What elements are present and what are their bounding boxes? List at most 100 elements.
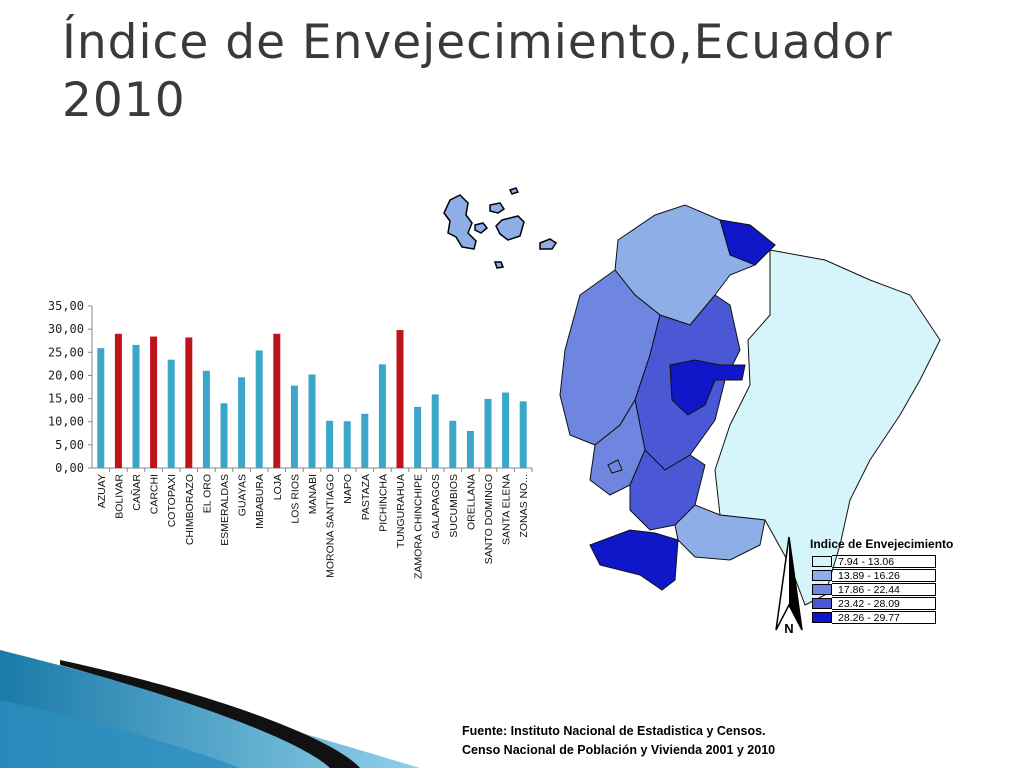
y-tick-label: 10,00 <box>48 415 84 429</box>
north-arrow-icon: N <box>775 536 803 635</box>
bar <box>114 333 122 468</box>
bar <box>502 392 510 468</box>
legend-item: 28.26 - 29.77 <box>812 610 936 624</box>
tungurahua-region <box>669 359 746 416</box>
x-tick-label: SANTO DOMINGO <box>483 474 495 564</box>
y-tick-label: 35,00 <box>48 299 84 313</box>
map-legend: 7.94 - 13.06 13.89 - 16.26 17.86 - 22.44… <box>812 554 936 624</box>
pinta-island <box>508 187 520 195</box>
y-tick-label: 30,00 <box>48 322 84 336</box>
gulf-island <box>607 459 623 474</box>
map-legend-title: Indice de Envejecimiento <box>810 537 954 551</box>
south-region <box>629 449 706 531</box>
carchi-region <box>719 219 776 266</box>
santiago-island <box>489 202 506 214</box>
legend-swatch <box>812 555 832 567</box>
x-tick-label: MANABI <box>307 474 319 514</box>
bar <box>431 394 439 468</box>
legend-item: 13.89 - 16.26 <box>812 568 936 582</box>
bar <box>97 348 105 468</box>
legend-swatch <box>812 583 832 595</box>
x-tick-label: BOLIVAR <box>113 474 125 519</box>
source-note: Fuente: Instituto Nacional de Estadistic… <box>462 722 775 760</box>
bar <box>220 403 228 468</box>
x-tick-label: ORELLANA <box>465 474 477 530</box>
bar <box>343 421 351 468</box>
legend-swatch <box>812 569 832 581</box>
floreana-island <box>493 261 505 269</box>
x-tick-label: CHIMBORAZO <box>184 474 196 545</box>
x-tick-label: ZONAS NO... <box>518 474 530 538</box>
y-tick-label: 5,00 <box>55 438 84 452</box>
source-line-1: Fuente: Instituto Nacional de Estadistic… <box>462 724 766 738</box>
x-tick-label: ESMERALDAS <box>219 474 231 546</box>
bar-chart-svg: 0,00 5,00 10,00 15,00 20,00 25,00 30,00 35,00 AZ… <box>48 299 533 579</box>
bar <box>449 420 457 468</box>
x-tick-label: MORONA SANTIAGO <box>325 474 337 578</box>
slide-title: Índice de Envejecimiento,Ecuador 2010 <box>62 15 893 128</box>
bar <box>150 336 158 468</box>
x-tick-label: CARCHI <box>149 474 161 514</box>
bar-chart: 0,00 5,00 10,00 15,00 20,00 25,00 30,00 35,00 AZ… <box>30 292 540 592</box>
bar <box>326 420 334 468</box>
zamora-region <box>674 504 766 561</box>
decorative-corner-swoosh <box>0 650 420 768</box>
bar <box>167 359 175 468</box>
bar <box>185 337 193 468</box>
y-tick-label: 15,00 <box>48 392 84 406</box>
bar <box>378 364 386 468</box>
santa-cruz-island <box>474 222 489 234</box>
legend-item: 17.86 - 22.44 <box>812 582 936 596</box>
x-tick-label: ZAMORA CHINCHIPE <box>413 474 425 579</box>
bar <box>519 401 527 468</box>
x-tick-label: SANTA ELENA <box>501 474 513 545</box>
bar <box>308 374 316 468</box>
x-tick-label: TUNGURAHUA <box>395 474 407 548</box>
y-tick-label: 20,00 <box>48 368 84 382</box>
santa-cruz-island-2 <box>495 215 525 241</box>
x-tick-label: SUCUMBIOS <box>448 474 460 538</box>
bar <box>238 377 246 468</box>
legend-swatch <box>812 597 832 609</box>
y-tick-label: 0,00 <box>55 461 84 475</box>
amazon-east-region <box>714 249 941 606</box>
legend-label: 17.86 - 22.44 <box>832 582 936 596</box>
x-tick-label: AZUAY <box>96 474 108 508</box>
x-tick-label: NAPO <box>342 474 354 504</box>
bar <box>132 344 140 468</box>
x-tick-label: EL ORO <box>201 474 213 513</box>
isabela-island <box>443 194 477 250</box>
x-tick-label: LOS RIOS <box>289 474 301 524</box>
north-label: N <box>784 621 793 635</box>
x-tick-label: CAÑAR <box>130 474 143 511</box>
bar <box>484 399 492 468</box>
san-cristobal-island <box>539 238 558 250</box>
y-tick-label: 25,00 <box>48 345 84 359</box>
x-tick-label: GALAPAGOS <box>430 474 442 539</box>
bar <box>396 330 404 468</box>
x-tick-label: LOJA <box>272 474 284 500</box>
legend-item: 23.42 - 28.09 <box>812 596 936 610</box>
legend-swatch <box>812 611 832 623</box>
ecuador-map-svg <box>443 187 941 606</box>
bar <box>202 370 210 468</box>
legend-label: 7.94 - 13.06 <box>832 554 936 568</box>
x-tick-label: COTOPAXI <box>166 474 178 527</box>
x-tick-label: GUAYAS <box>237 474 249 516</box>
bar <box>255 350 263 468</box>
legend-item: 7.94 - 13.06 <box>812 554 936 568</box>
x-tick-label: IMBABURA <box>254 474 266 529</box>
x-tick-label: PICHINCHA <box>377 474 389 532</box>
legend-label: 23.42 - 28.09 <box>832 596 936 610</box>
bar <box>361 413 369 468</box>
galapagos-islands <box>443 187 558 269</box>
bar <box>273 333 281 468</box>
ecuador-map <box>430 165 980 645</box>
bar <box>414 406 422 468</box>
source-line-2: Censo Nacional de Población y Vivienda 2… <box>462 743 776 757</box>
bar <box>290 385 298 468</box>
x-tick-label: PASTAZA <box>360 474 372 520</box>
bar <box>466 430 474 468</box>
legend-label: 28.26 - 29.77 <box>832 610 936 624</box>
loja-region <box>589 529 679 591</box>
